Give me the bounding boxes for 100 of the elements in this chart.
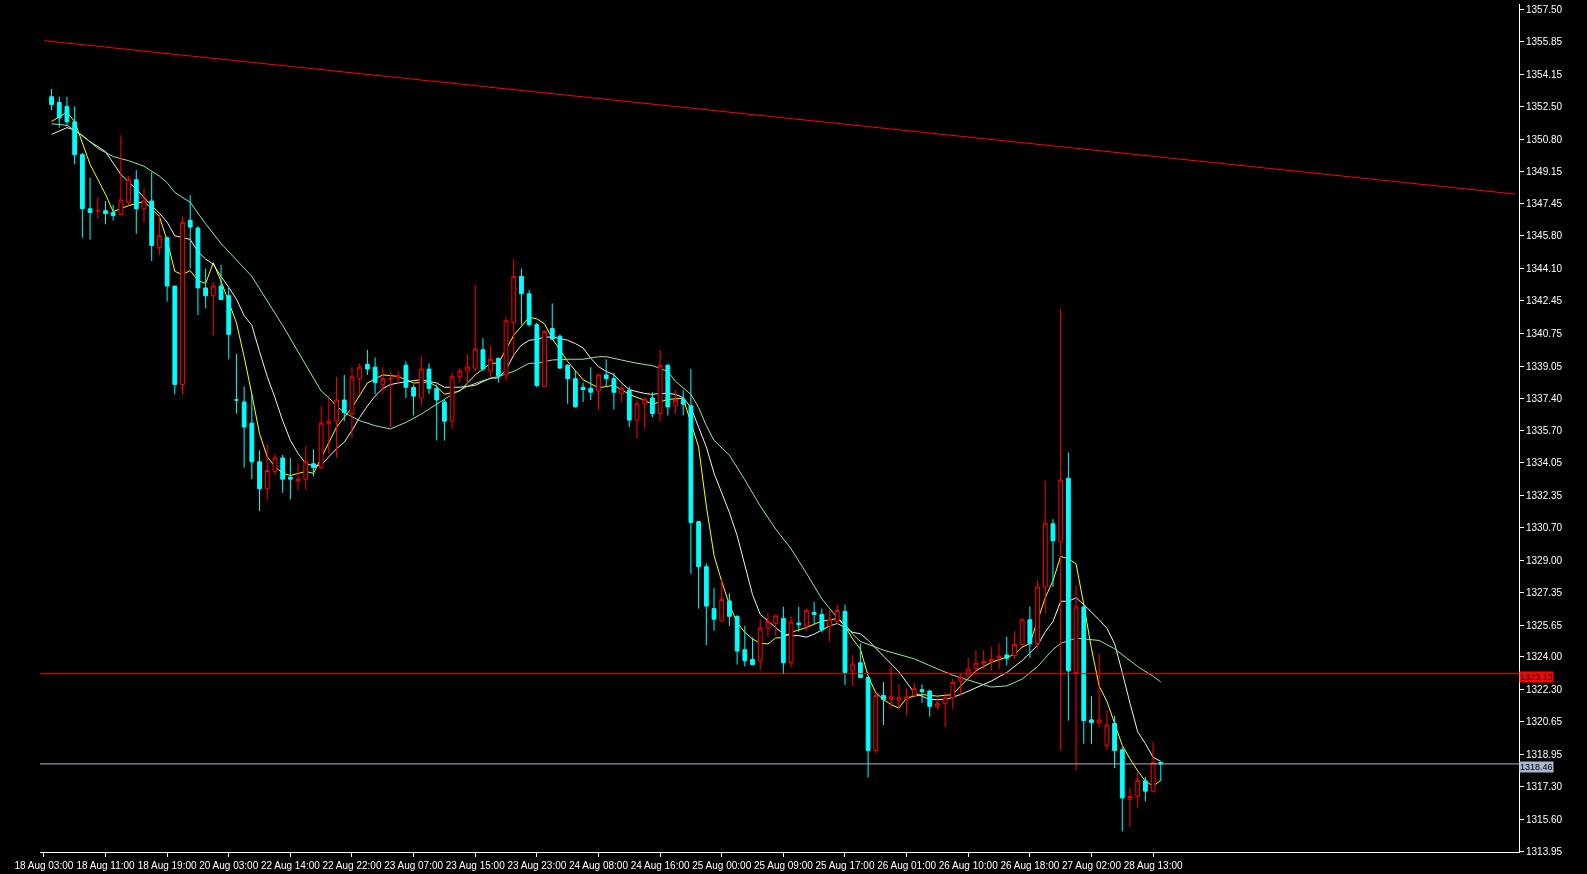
- candlestick: [1019, 617, 1025, 646]
- candlestick: [665, 363, 671, 416]
- y-tick-label: 1347.45: [1526, 198, 1563, 210]
- candlestick: [388, 372, 393, 428]
- candlestick: [873, 694, 879, 754]
- y-tick-label: 1344.10: [1526, 263, 1563, 275]
- candlestick: [603, 358, 609, 387]
- y-tick-label: 1329.00: [1526, 554, 1563, 566]
- y-tick-label: 1354.15: [1526, 69, 1563, 81]
- candlestick: [49, 88, 54, 111]
- candlestick: [565, 363, 571, 405]
- y-tick-label: 1324.00: [1526, 651, 1563, 663]
- candlestick: [611, 372, 617, 411]
- candlestick: [72, 105, 78, 165]
- candlestick: [734, 614, 740, 666]
- candlestick: [673, 389, 678, 415]
- x-tick-label: 22 Aug 14:00: [260, 860, 321, 871]
- candlestick: [434, 384, 440, 442]
- candlestick: [1042, 480, 1048, 614]
- candlestick: [519, 268, 524, 326]
- candlestick: [234, 353, 239, 415]
- candlestick: [657, 349, 663, 422]
- x-tick-label: 26 Aug 10:00: [938, 860, 999, 871]
- candlestick: [341, 374, 347, 422]
- y-tick-label: 1313.95: [1526, 845, 1563, 857]
- candlestick: [1104, 709, 1110, 751]
- y-tick-label: 1325.65: [1526, 619, 1563, 631]
- candlestick: [287, 457, 293, 500]
- ref-line-label: 1323.13: [1520, 672, 1553, 682]
- candlestick: [834, 604, 840, 625]
- candlestick: [187, 194, 193, 270]
- candlestick: [526, 289, 532, 328]
- x-tick-label: 18 Aug 19:00: [137, 860, 198, 871]
- candlestick: [1089, 695, 1094, 745]
- candlestick: [95, 196, 101, 219]
- x-tick-label: 27 Aug 02:00: [1062, 860, 1122, 871]
- candlestick: [326, 397, 332, 455]
- candlestick: [503, 316, 509, 382]
- y-tick-label: 1327.35: [1526, 586, 1563, 598]
- candlestick: [1135, 771, 1141, 809]
- candlestick: [634, 399, 640, 440]
- y-tick-label: 1355.85: [1526, 36, 1563, 48]
- candlestick: [395, 370, 401, 386]
- x-tick-label: 25 Aug 09:00: [753, 860, 814, 871]
- candlestick: [56, 96, 62, 129]
- candlestick: [203, 268, 208, 309]
- candlestick: [942, 692, 948, 728]
- candlestick: [411, 384, 416, 416]
- candlestick: [1050, 518, 1056, 588]
- candlestick: [357, 362, 363, 395]
- candlestick: [365, 349, 370, 376]
- candlestick: [311, 448, 316, 477]
- candlestick: [349, 366, 355, 440]
- candlestick: [172, 285, 178, 395]
- candlestick: [549, 302, 555, 341]
- candlestick: [241, 385, 247, 469]
- x-tick-label: 22 Aug 22:00: [322, 860, 382, 871]
- y-tick-label: 1339.05: [1526, 360, 1563, 372]
- candlestick: [442, 399, 447, 442]
- candlestick: [642, 397, 648, 430]
- candlestick: [1143, 776, 1148, 802]
- y-tick-label: 1337.40: [1526, 392, 1563, 404]
- y-tick-label: 1352.50: [1526, 100, 1563, 112]
- candlestick: [1150, 741, 1156, 793]
- candlestick: [719, 579, 725, 623]
- candlestick: [981, 649, 987, 671]
- candlestick: [858, 642, 863, 679]
- x-tick-label: 25 Aug 00:00: [692, 860, 752, 871]
- candlestick: [703, 562, 709, 646]
- y-tick-label: 1345.80: [1526, 230, 1563, 242]
- candlestick: [79, 152, 85, 239]
- candlestick: [103, 200, 108, 225]
- candlestick: [1012, 630, 1017, 660]
- candlestick: [773, 613, 779, 637]
- x-tick-label: 18 Aug 11:00: [76, 860, 136, 871]
- x-tick-label: 18 Aug 03:00: [14, 860, 74, 871]
- candlestick: [765, 611, 771, 638]
- candlestick: [218, 264, 224, 301]
- candlestick: [688, 368, 694, 575]
- candlestick: [380, 366, 386, 395]
- x-tick-label: 28 Aug 13:00: [1123, 860, 1184, 871]
- y-tick-label: 1335.70: [1526, 425, 1563, 437]
- candlestick: [696, 520, 701, 610]
- candlestick: [110, 204, 116, 221]
- candlestick: [372, 356, 378, 395]
- candlestick: [572, 370, 578, 409]
- candlestick: [896, 683, 902, 710]
- candlestick: [141, 187, 147, 223]
- candlestick: [403, 360, 409, 399]
- candlestick: [257, 449, 262, 512]
- candlestick: [1112, 715, 1117, 769]
- candlestick: [495, 356, 501, 384]
- candlestick: [249, 393, 255, 480]
- candlestick: [680, 389, 686, 416]
- candlestick: [750, 637, 755, 666]
- candlestick: [757, 618, 763, 671]
- y-tick-label: 1357.50: [1526, 4, 1563, 16]
- y-tick-label: 1322.30: [1526, 684, 1563, 696]
- candlestick: [457, 367, 463, 384]
- candlestick: [626, 385, 632, 428]
